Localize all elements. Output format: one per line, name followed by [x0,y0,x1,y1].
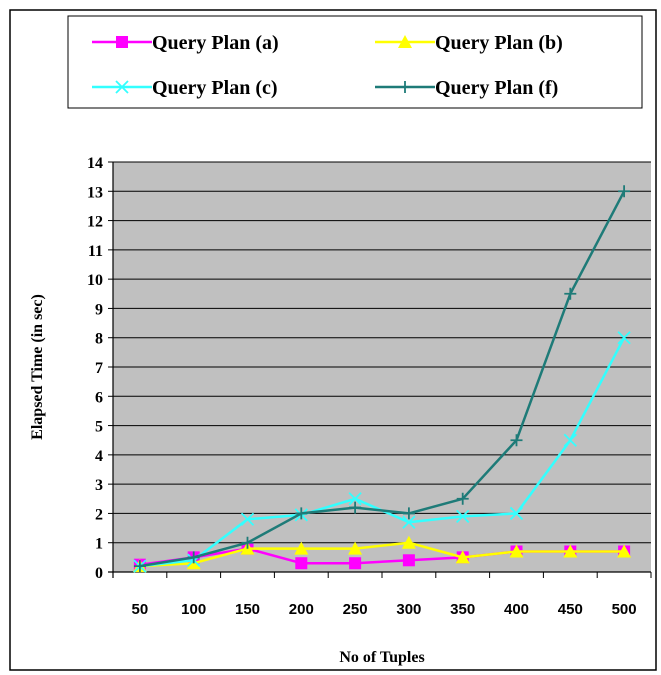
series-c-point [563,433,577,447]
x-axis-label: No of Tuples [339,649,424,666]
legend-label: Query Plan (a) [152,32,279,54]
legend-swatch-marker [116,36,128,48]
legend-swatch-marker [115,80,129,94]
y-tick-label: 13 [87,184,103,201]
series-d-point [349,501,362,514]
legend-label: Query Plan (c) [152,77,278,99]
series-b-point [563,544,578,558]
series-b-point [348,541,363,555]
series-b-line [139,541,625,568]
y-tick-label: 10 [87,272,103,289]
x-tick-label: 450 [558,601,583,618]
y-tick-label: 11 [88,243,103,260]
legend-swatch-marker [399,81,411,93]
series-d-line [139,190,626,568]
series-a-point [402,554,415,567]
series-c-point [402,515,416,529]
axes [108,161,652,578]
series-c-point [456,509,470,523]
y-tick-label: 0 [95,565,103,582]
series-d-point [295,507,308,520]
legend-item-c: Query Plan (c) [92,77,278,99]
y-tick-label: 5 [95,419,103,436]
x-tick-label: 250 [343,601,368,618]
series-c-point [240,512,255,526]
y-tick-label: 7 [95,360,103,377]
legend: Query Plan (a) Query Plan (b) Query Plan (… [67,15,643,109]
y-tick-label: 8 [95,331,103,348]
series-d-point [241,536,254,549]
x-tick-label: 400 [504,601,529,618]
legend-box [67,15,643,109]
series-d-point [510,434,523,447]
x-tick-label: 150 [235,601,260,618]
legend-label: Query Plan (b) [435,32,563,54]
x-tick-label: 500 [612,601,637,618]
y-tick-label: 6 [95,389,103,406]
y-tick-label: 1 [95,536,103,553]
x-tick-label: 300 [396,601,421,618]
series-a-point [295,557,308,570]
series-a-point [349,557,362,570]
series-b-point [294,541,309,555]
legend-item-b: Query Plan (b) [375,32,563,54]
series-d [133,185,631,573]
series-d-point [187,551,200,564]
legend-item-a: Query Plan (a) [92,32,279,54]
y-tick-label: 4 [95,448,103,465]
y-tick-label: 12 [87,214,103,231]
y-tick-label: 3 [95,477,103,494]
series-d-point [402,507,415,520]
series-b-point [401,535,416,549]
y-tick-label: 2 [95,506,103,523]
series-c-point [617,331,631,345]
series-d-point [456,492,469,505]
legend-label: Query Plan (f) [435,77,558,99]
x-tick-label: 100 [181,601,206,618]
y-tick-label: 14 [87,155,103,172]
y-axis-label: Elapsed Time (in sec) [29,294,46,440]
series-c-point [348,492,362,506]
x-tick-label: 200 [289,601,314,618]
x-tick-label: 350 [450,601,475,618]
y-tick-label: 9 [95,301,103,318]
series-group [132,185,632,573]
legend-item-d: Query Plan (f) [375,77,558,99]
series-b-point [617,544,632,558]
x-tick-label: 50 [132,601,149,618]
series-d-point [564,287,577,300]
series-b-point [455,550,470,564]
series-b-point [509,544,524,558]
series-c-point [509,506,524,521]
legend-swatch-marker [398,35,412,48]
series-d-point [618,185,631,198]
series-d-point [133,560,146,573]
x-tick-labels: 50 100 150 200 250 300 350 400 450 500 [132,601,637,618]
gridlines [113,161,651,544]
